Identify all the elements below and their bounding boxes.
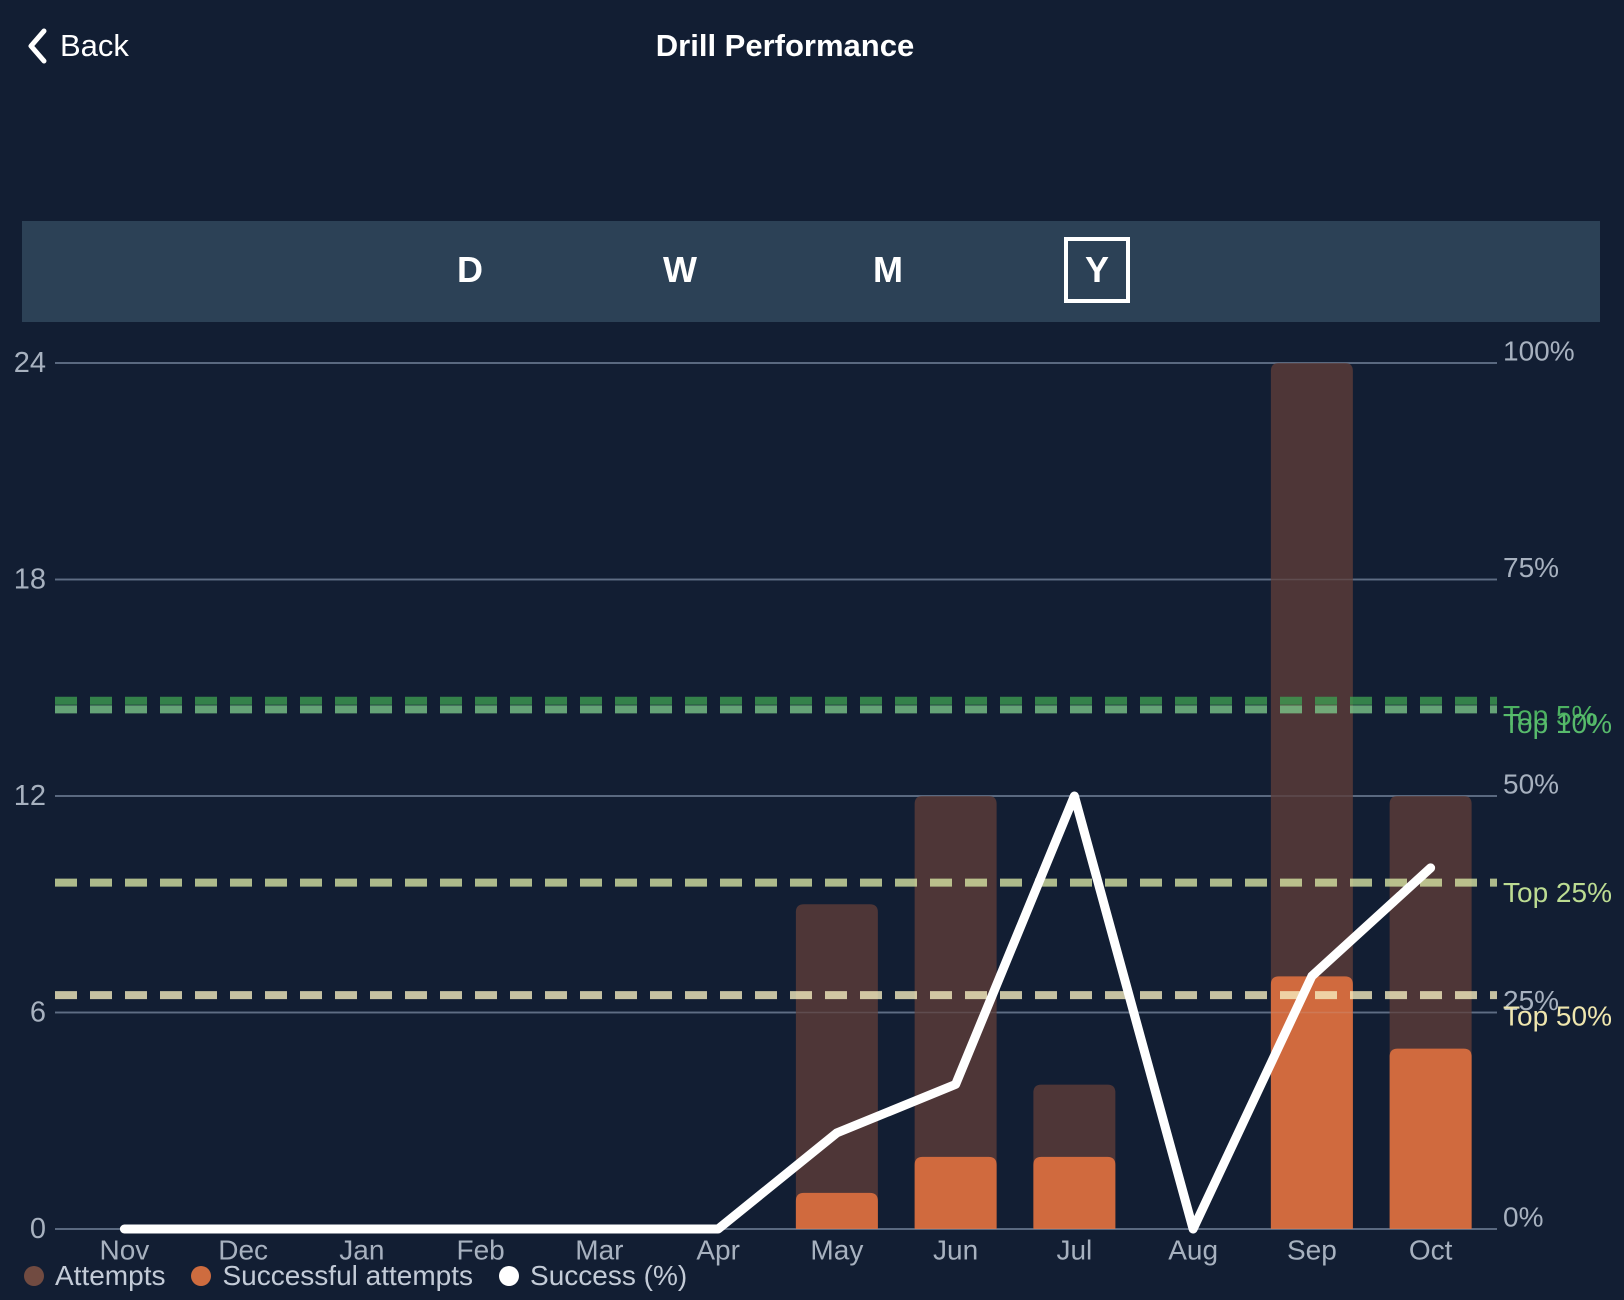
successful-attempts-bar bbox=[795, 1192, 878, 1229]
y-axis-label-left: 12 bbox=[14, 780, 46, 812]
x-axis-label: Mar bbox=[575, 1235, 623, 1266]
x-axis-label: Nov bbox=[99, 1235, 149, 1266]
x-axis-label: Jun bbox=[933, 1235, 978, 1266]
successful-attempts-bar bbox=[1270, 976, 1353, 1229]
legend-item-successful-attempts: Successful attempts bbox=[191, 1260, 473, 1292]
benchmark-label: Top 25% bbox=[1503, 877, 1612, 908]
chevron-left-icon bbox=[26, 28, 48, 64]
y-axis-label-left: 24 bbox=[14, 347, 46, 379]
successful-attempts-bar bbox=[914, 1156, 997, 1229]
chart-legend: Attempts Successful attempts Success (%) bbox=[24, 1260, 687, 1292]
x-axis-label: May bbox=[810, 1235, 863, 1266]
period-option-year[interactable]: Y bbox=[1064, 237, 1130, 303]
benchmark-label: Top 5% bbox=[1503, 700, 1596, 731]
attempts-bar bbox=[795, 904, 878, 1229]
y-axis-label-right: 50% bbox=[1503, 769, 1559, 800]
back-button[interactable]: Back bbox=[26, 24, 129, 68]
period-option-day[interactable]: D bbox=[457, 249, 483, 290]
x-axis-label: Oct bbox=[1409, 1235, 1453, 1266]
legend-item-success-percent: Success (%) bbox=[499, 1260, 687, 1292]
y-axis-label-right: 75% bbox=[1503, 552, 1559, 583]
x-axis-label: Jul bbox=[1056, 1235, 1092, 1266]
x-axis-label: Apr bbox=[696, 1235, 740, 1266]
period-option-week[interactable]: W bbox=[663, 249, 697, 290]
successful-attempts-bar bbox=[1389, 1048, 1472, 1229]
x-axis-label: Feb bbox=[457, 1235, 505, 1266]
x-axis-label: Dec bbox=[218, 1235, 268, 1266]
y-axis-label-left: 6 bbox=[30, 997, 46, 1029]
page-title: Drill Performance bbox=[655, 28, 915, 63]
attempts-bar bbox=[914, 796, 997, 1229]
successful-attempts-dot-icon bbox=[191, 1266, 212, 1286]
y-axis-label-left: 0 bbox=[30, 1213, 46, 1245]
benchmark-label: Top 50% bbox=[1503, 1001, 1612, 1032]
success-percent-dot-icon bbox=[499, 1266, 520, 1286]
x-axis-label: Jan bbox=[339, 1235, 384, 1266]
x-axis-label: Aug bbox=[1168, 1235, 1218, 1266]
y-axis-label-right: 100% bbox=[1503, 336, 1575, 367]
back-label: Back bbox=[60, 28, 129, 63]
attempts-dot-icon bbox=[24, 1266, 44, 1286]
period-option-month[interactable]: M bbox=[873, 249, 903, 290]
y-axis-label-right: 25% bbox=[1503, 985, 1559, 1016]
y-axis-label-right: 0% bbox=[1503, 1202, 1543, 1233]
successful-attempts-bar bbox=[1033, 1156, 1116, 1229]
period-selector bbox=[22, 221, 1600, 322]
benchmark-label: Top 10% bbox=[1503, 708, 1612, 739]
success-line bbox=[119, 791, 1436, 1234]
legend-item-attempts: Attempts bbox=[24, 1260, 165, 1292]
y-axis-label-left: 18 bbox=[14, 564, 46, 596]
x-axis-label: Sep bbox=[1287, 1235, 1337, 1266]
